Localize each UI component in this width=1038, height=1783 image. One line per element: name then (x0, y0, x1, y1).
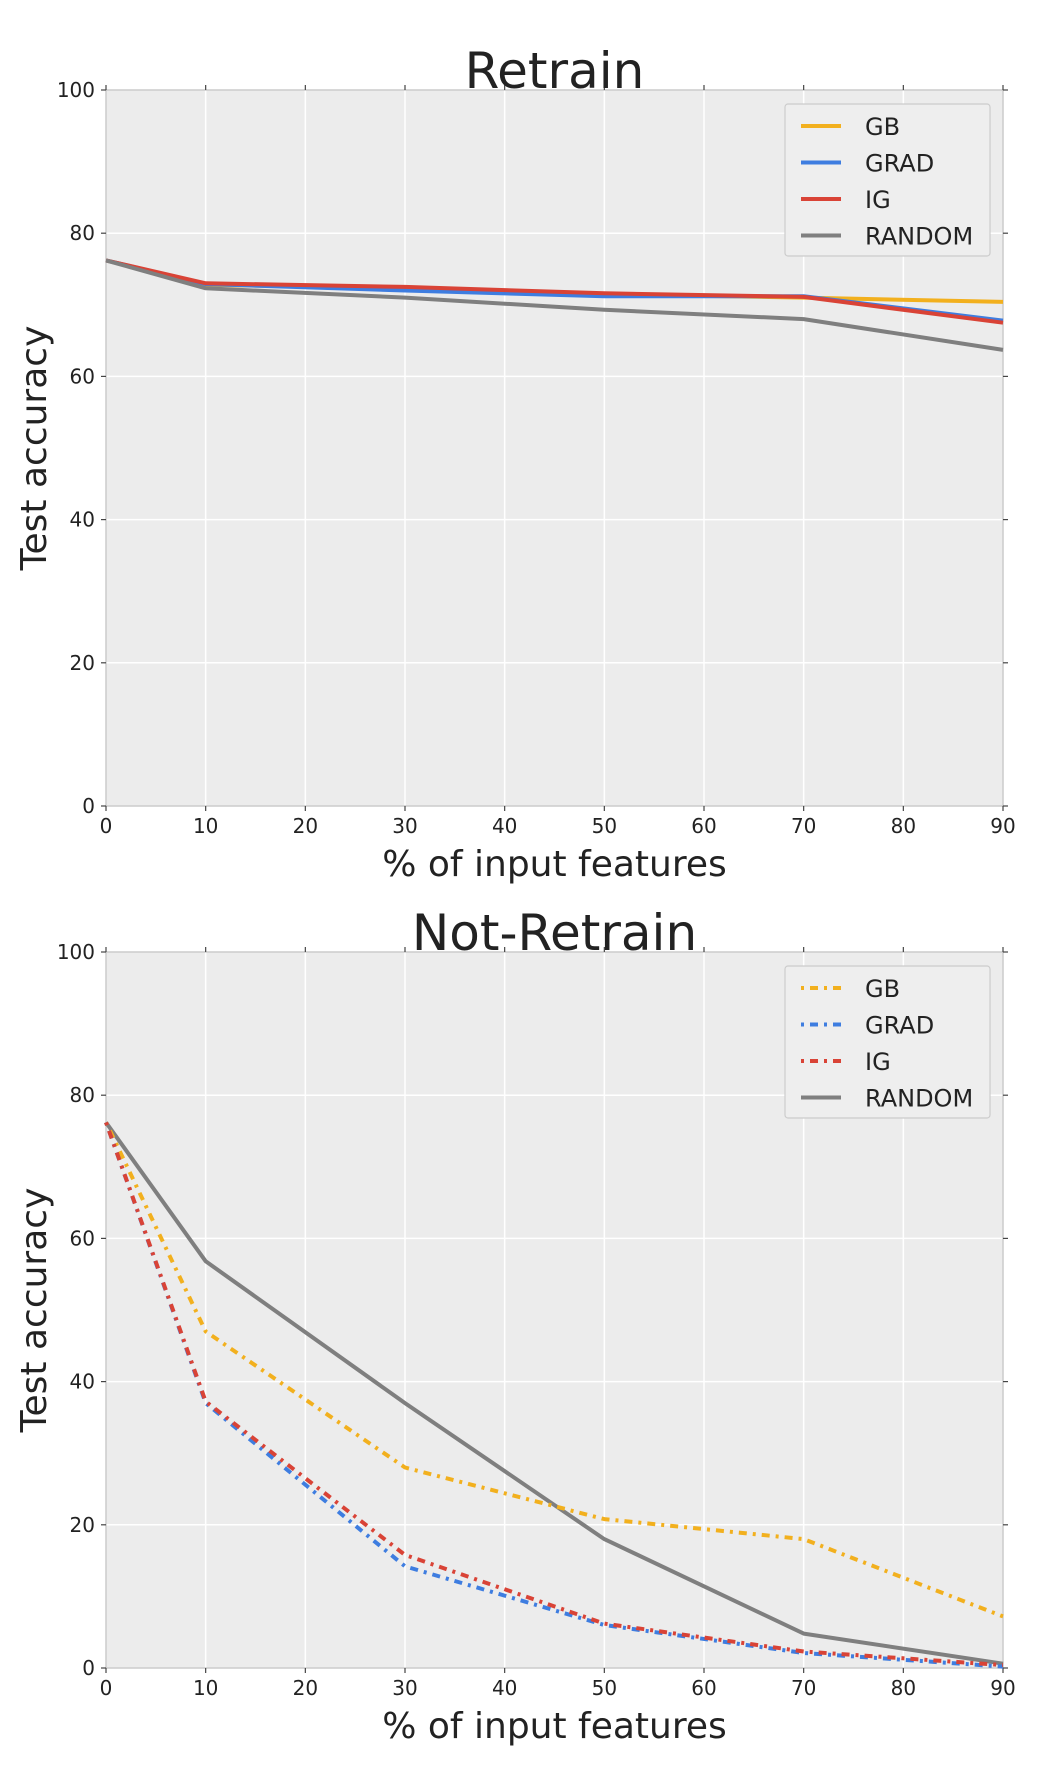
y-tick-label: 20 (70, 651, 95, 675)
series-line-random (104, 1121, 1004, 1666)
plot-frame (105, 89, 1004, 807)
y-tick-label: 60 (70, 1226, 95, 1250)
legend-label: IG (865, 186, 891, 214)
x-tick-label: 50 (592, 1676, 617, 1700)
y-tick-label: 0 (82, 794, 95, 818)
chart-panel-2: 0 10 20 30 40 50 60 70 80 90 0 20 40 60 80 100 GB GRAD IG R… (14, 904, 1016, 1747)
legend-label: GB (865, 113, 900, 141)
legend: GB GRAD IG RANDOM (784, 103, 991, 257)
series-line-grad (104, 1121, 1004, 1669)
x-tick-label: 30 (392, 814, 417, 838)
x-tick-label: 40 (492, 1676, 517, 1700)
y-tick-label: 40 (70, 1370, 95, 1394)
legend-label: RANDOM (865, 223, 973, 251)
x-tick-label: 60 (691, 814, 716, 838)
x-axis-label: % of input features (382, 844, 727, 885)
x-tick-label: 90 (990, 1676, 1015, 1700)
legend: GB GRAD IG RANDOM (784, 965, 991, 1119)
x-tick-label: 70 (791, 1676, 816, 1700)
y-tick-label: 40 (70, 508, 95, 532)
legend-label: GRAD (865, 1012, 934, 1040)
y-axis-label: Test accuracy (14, 1188, 55, 1434)
legend-label: IG (865, 1048, 891, 1076)
chart-title: Retrain (465, 42, 645, 100)
x-tick-label: 80 (891, 814, 916, 838)
x-tick-label: 80 (891, 1676, 916, 1700)
legend-box (784, 103, 991, 257)
y-tick-label: 80 (70, 1083, 95, 1107)
series-line-random (105, 258, 1004, 352)
y-tick-label: 60 (70, 364, 95, 388)
x-tick-label: 0 (100, 1676, 113, 1700)
legend-box (784, 965, 991, 1119)
series-line-ig (105, 258, 1004, 325)
x-tick-label: 90 (990, 814, 1015, 838)
y-tick-label: 80 (70, 221, 95, 245)
x-tick-label: 20 (293, 814, 318, 838)
y-tick-label: 100 (57, 78, 95, 102)
x-axis-label: % of input features (382, 1706, 727, 1747)
x-tick-label: 0 (100, 814, 113, 838)
legend-label: GB (865, 975, 900, 1003)
series-line-gb (104, 1121, 1004, 1619)
x-tick-label: 70 (791, 814, 816, 838)
chart-title: Not-Retrain (412, 904, 697, 962)
legend-label: RANDOM (865, 1085, 973, 1113)
y-tick-label: 100 (57, 940, 95, 964)
x-tick-label: 30 (392, 1676, 417, 1700)
x-tick-label: 40 (492, 814, 517, 838)
plot-frame (105, 951, 1004, 1669)
chart-panel-1: 0 10 20 30 40 50 60 70 80 90 0 20 40 60 80 100 GB GRAD IG R… (14, 42, 1016, 885)
x-tick-label: 20 (293, 1676, 318, 1700)
x-tick-label: 10 (193, 814, 218, 838)
y-tick-label: 20 (70, 1513, 95, 1537)
legend-label: GRAD (865, 150, 934, 178)
x-tick-label: 60 (691, 1676, 716, 1700)
x-tick-label: 10 (193, 1676, 218, 1700)
x-tick-label: 50 (592, 814, 617, 838)
y-axis-label: Test accuracy (14, 326, 55, 572)
series-line-ig (104, 1121, 1004, 1668)
y-tick-label: 0 (82, 1656, 95, 1680)
